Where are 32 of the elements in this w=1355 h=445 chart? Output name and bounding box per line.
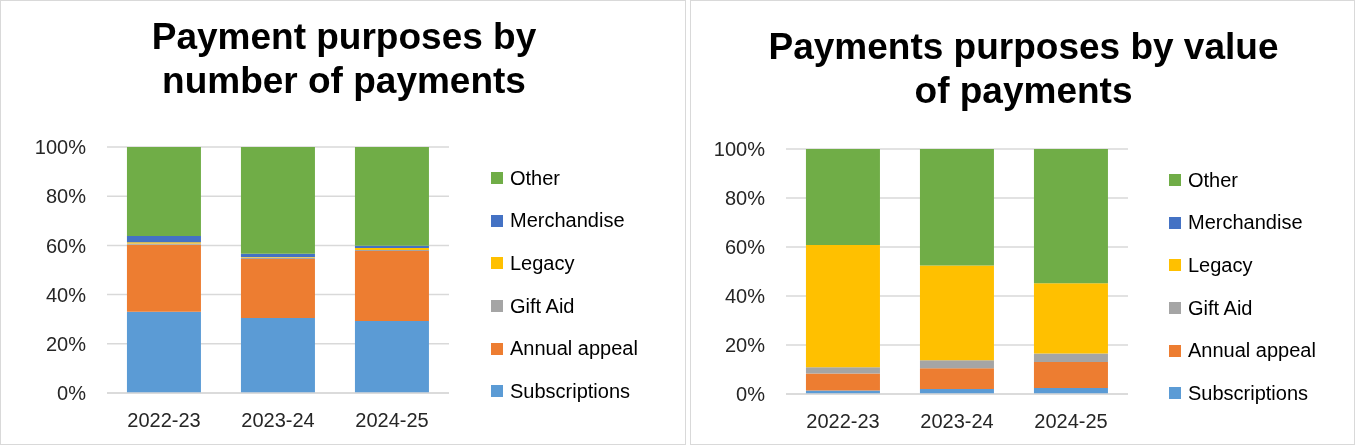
y-tick-label: 40% [45,283,87,306]
x-tick-label: 2023-24 [920,410,994,433]
x-tick-label: 2022-23 [806,410,880,433]
y-tick-label: 20% [45,332,87,355]
y-tick-label: 100% [34,136,87,159]
y-tick-label: 20% [724,334,766,357]
x-tick-label: 2024-25 [1034,410,1108,433]
legend-label: Legacy [510,251,575,275]
legend-label: Merchandise [510,209,625,233]
y-tick-label: 100% [713,138,766,161]
legend-label: Annual appeal [1188,339,1316,363]
x-tick-label: 2024-25 [355,409,429,432]
legend-label: Annual appeal [510,337,638,361]
chart-title: Payments purposes by value of payments [767,25,1280,113]
y-tick-label: 80% [45,185,87,208]
legend-label: Gift Aid [1188,296,1253,320]
chart-title: Payment purposes by number of payments [150,15,538,103]
y-tick-label: 60% [724,236,766,259]
legend-label: Other [1188,168,1239,192]
legend-label: Legacy [1188,253,1253,277]
legend-label: Subscriptions [1188,381,1309,405]
x-tick-label: 2022-23 [127,409,201,432]
y-tick-label: 80% [724,187,766,210]
y-tick-label: 60% [45,234,87,257]
y-tick-label: 0% [736,383,766,406]
legend-label: Merchandise [1188,211,1303,235]
legend-label: Other [510,166,561,190]
y-tick-label: 0% [57,382,87,405]
legend-label: Gift Aid [510,294,575,318]
x-tick-label: 2023-24 [241,409,315,432]
y-tick-label: 40% [724,285,766,308]
legend-label: Subscriptions [510,379,631,403]
